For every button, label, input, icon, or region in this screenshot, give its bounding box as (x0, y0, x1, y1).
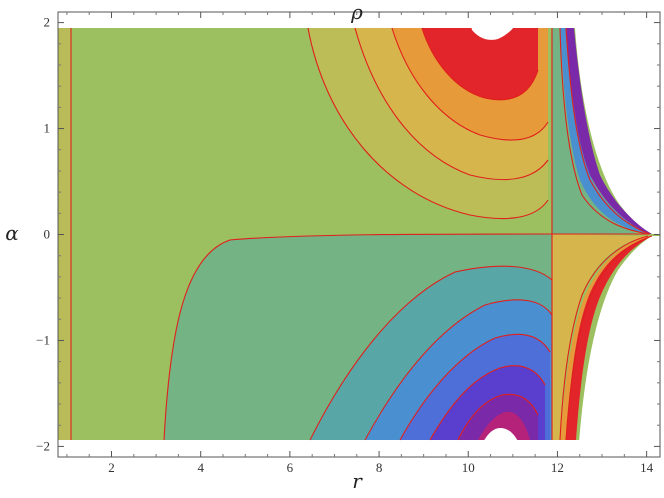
region-right-top-2 (560, 28, 648, 234)
region-right-bottom-3 (566, 236, 652, 440)
x-tick-label-1: 4 (197, 460, 204, 475)
x-axis-label: r (352, 469, 363, 493)
y-tick-label-3: −1 (36, 332, 50, 347)
contour-line-t4 (307, 27, 549, 220)
contour-line-r2 (565, 27, 651, 235)
contour-line-b5 (457, 393, 539, 441)
x-tick-label-2: 6 (287, 460, 294, 475)
contour-line-t3 (354, 27, 549, 181)
contour-line-t1 (421, 27, 539, 101)
chart-title: ρ (350, 0, 363, 24)
region-top-margin (58, 12, 660, 28)
y-tick-label-1: 1 (44, 121, 51, 136)
contour-line-b3 (399, 333, 551, 441)
x-tick-label-6: 14 (640, 460, 654, 475)
region-right-bottom-2 (556, 236, 652, 440)
x-tick-label-4: 10 (462, 460, 475, 475)
y-tick-label-0: 2 (44, 15, 51, 30)
contour-regions (58, 12, 660, 457)
region-right-empty (575, 12, 660, 234)
region-right-bottom-1 (552, 234, 648, 440)
y-axis-label: α (5, 221, 19, 245)
region-bottom-margin (58, 440, 660, 457)
contour-line-zero (163, 233, 650, 441)
region-left-strip (58, 12, 71, 457)
contour-line-b1 (309, 265, 553, 441)
contour-lines (70, 27, 653, 441)
contour-line-r4 (565, 235, 653, 441)
region-right-empty-bottom (578, 236, 660, 457)
contour-line-b4 (429, 365, 546, 441)
contour-line-t2 (391, 27, 549, 141)
contour-line-r3 (559, 235, 649, 441)
x-tick-label-0: 2 (108, 460, 115, 475)
region-right-top-3 (566, 28, 652, 234)
region-right-top-1 (552, 28, 640, 234)
y-tick-label-4: −2 (36, 438, 50, 453)
x-tick-label-3: 8 (376, 460, 383, 475)
y-tick-label-2: 0 (44, 227, 51, 242)
contour-line-b2 (364, 299, 553, 441)
region-top-1 (422, 28, 538, 100)
contour-line-r1 (559, 27, 649, 235)
x-tick-label-5: 12 (551, 460, 564, 475)
